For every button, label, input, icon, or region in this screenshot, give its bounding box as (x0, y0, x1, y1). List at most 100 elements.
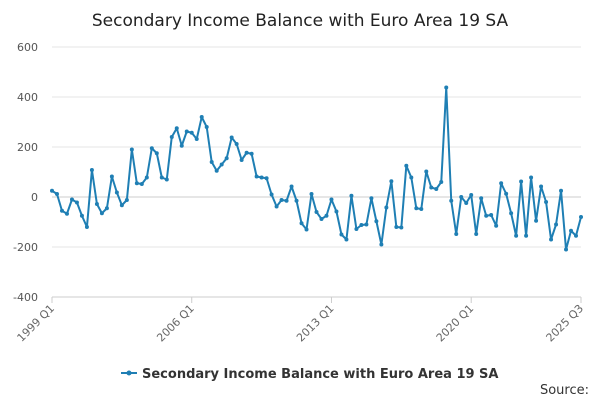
data-point (454, 232, 459, 236)
data-point (69, 197, 74, 202)
data-point (354, 227, 359, 231)
data-point (179, 143, 184, 148)
data-point (359, 223, 364, 227)
data-point (89, 168, 94, 172)
data-point (444, 85, 449, 90)
data-point (209, 160, 214, 164)
data-point (529, 175, 534, 180)
data-point (59, 208, 64, 213)
data-point (534, 218, 539, 223)
x-tick-label: 1999 Q1 (15, 302, 58, 345)
data-point (304, 227, 309, 232)
data-point (174, 126, 179, 131)
x-tick-label: 2013 Q1 (294, 302, 337, 345)
data-point (384, 205, 389, 210)
data-point (349, 193, 354, 198)
data-point (464, 201, 469, 205)
data-point (50, 188, 54, 193)
data-point (289, 184, 294, 189)
data-point (424, 169, 429, 174)
data-point (119, 203, 124, 208)
data-point (409, 175, 414, 180)
y-tick-label: 600 (17, 41, 38, 54)
data-point (554, 222, 559, 227)
y-tick-label: 0 (31, 191, 38, 204)
data-point (224, 156, 229, 161)
data-point (274, 204, 279, 209)
data-point (99, 211, 104, 216)
data-point (449, 198, 454, 203)
data-point (544, 200, 549, 204)
data-point (244, 150, 249, 155)
data-point (219, 162, 224, 167)
data-point (189, 130, 194, 135)
data-point (229, 135, 234, 140)
data-point (374, 219, 379, 224)
data-point (74, 200, 79, 205)
legend-label: Secondary Income Balance with Euro Area … (142, 367, 498, 382)
data-point (494, 223, 499, 228)
data-point (134, 181, 139, 186)
y-tick-label: 200 (17, 141, 38, 154)
data-point (344, 237, 349, 242)
x-tick-label: 2006 Q1 (154, 302, 197, 345)
data-point (264, 176, 269, 181)
data-point (509, 211, 514, 216)
x-tick-label: 2025 Q3 (544, 302, 587, 345)
data-point (249, 151, 254, 156)
data-point (94, 202, 99, 206)
data-point (379, 242, 384, 247)
data-point (314, 210, 319, 214)
legend[interactable]: Secondary Income Balance with Euro Area … (121, 367, 498, 382)
data-point (194, 137, 199, 141)
data-point (439, 180, 444, 184)
data-point (579, 215, 583, 219)
y-tick-label: 400 (17, 91, 38, 104)
grid-lines (52, 46, 581, 298)
data-point (239, 158, 244, 162)
data-point (184, 129, 189, 134)
legend-swatch-marker (126, 370, 132, 376)
data-point (329, 197, 334, 202)
data-point (559, 188, 564, 193)
data-point (254, 174, 259, 179)
data-point (489, 213, 494, 217)
data-point (574, 233, 579, 238)
series-layer (50, 85, 583, 252)
data-point (389, 179, 394, 184)
data-point (394, 225, 399, 229)
data-point (339, 232, 344, 237)
data-point (434, 187, 439, 191)
data-point (214, 168, 219, 173)
source-label: Source: (540, 383, 589, 398)
data-point (419, 207, 424, 211)
data-point (149, 146, 154, 151)
data-point (549, 237, 554, 242)
y-tick-label: -400 (13, 291, 38, 304)
y-tick-label: -200 (13, 241, 38, 254)
data-point (164, 177, 169, 182)
data-point (414, 206, 419, 211)
data-point (539, 184, 544, 189)
data-point (564, 247, 569, 252)
data-point (199, 115, 204, 119)
data-point (204, 125, 209, 129)
data-point (79, 213, 84, 218)
data-point (64, 211, 69, 216)
data-point (479, 196, 484, 201)
data-point (334, 209, 339, 214)
data-point (139, 182, 144, 186)
data-point (324, 213, 329, 218)
data-point (504, 191, 509, 196)
data-point (514, 233, 519, 238)
data-point (234, 142, 239, 146)
data-point (269, 192, 274, 197)
data-point (469, 193, 474, 197)
data-point (104, 206, 109, 211)
data-point (279, 198, 284, 202)
data-point (519, 179, 524, 184)
data-point (474, 232, 479, 236)
data-point (499, 181, 504, 186)
